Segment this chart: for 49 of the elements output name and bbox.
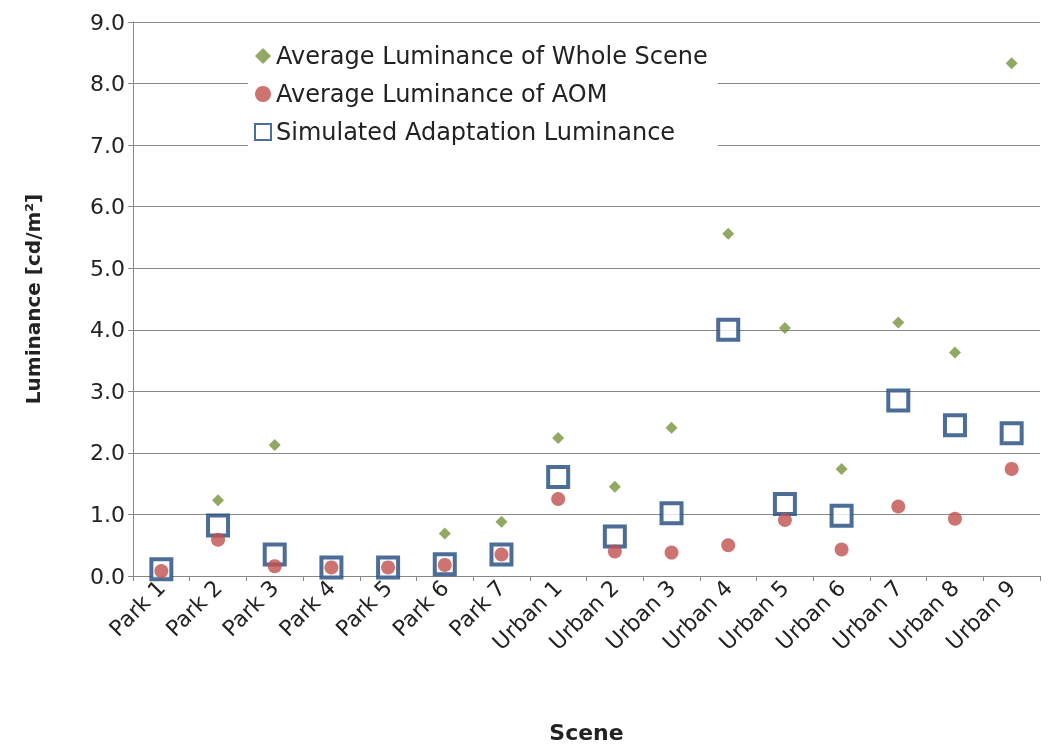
- y-tick-label: 2.0: [90, 440, 125, 466]
- point: [891, 499, 906, 514]
- point: [211, 532, 226, 547]
- point: [206, 513, 231, 538]
- point: [834, 542, 849, 557]
- point: [552, 432, 565, 445]
- point: [267, 559, 282, 574]
- point: [777, 512, 792, 527]
- legend-label: Average Luminance of AOM: [276, 80, 608, 108]
- point: [721, 538, 736, 553]
- point: [892, 316, 905, 329]
- point: [495, 515, 508, 528]
- point: [1005, 57, 1018, 70]
- point: [722, 227, 735, 240]
- y-tick-label: 6.0: [90, 194, 125, 220]
- point: [212, 494, 225, 507]
- point: [602, 524, 627, 549]
- y-tick-label: 9.0: [90, 9, 125, 35]
- point: [948, 346, 961, 359]
- legend-label: Simulated Adaptation Luminance: [276, 118, 676, 146]
- point: [778, 321, 791, 334]
- y-tick-label: 4.0: [90, 317, 125, 343]
- y-axis-title: Luminance [cd/m²]: [21, 193, 45, 405]
- legend-label: Average Luminance of Whole Scene: [276, 42, 708, 70]
- point: [835, 462, 848, 475]
- point: [999, 421, 1024, 446]
- point: [546, 464, 571, 489]
- y-tick-label: 3.0: [90, 378, 125, 404]
- y-tick-label: 1.0: [90, 501, 125, 527]
- point: [438, 527, 451, 540]
- x-axis-title: Scene: [549, 719, 624, 745]
- point: [886, 388, 911, 413]
- point: [942, 413, 967, 438]
- point: [947, 511, 962, 526]
- point: [551, 492, 566, 507]
- point: [268, 438, 281, 451]
- point: [665, 421, 678, 434]
- y-tick-label: 7.0: [90, 132, 125, 158]
- point: [772, 491, 797, 516]
- y-tick-label: 0.0: [90, 563, 125, 589]
- point: [608, 480, 621, 493]
- point: [1004, 461, 1019, 476]
- point: [829, 503, 854, 528]
- point: [716, 317, 741, 342]
- point: [607, 544, 622, 559]
- y-tick-label: 8.0: [90, 71, 125, 97]
- y-tick-label: 5.0: [90, 255, 125, 281]
- point: [659, 501, 684, 526]
- point: [664, 545, 679, 560]
